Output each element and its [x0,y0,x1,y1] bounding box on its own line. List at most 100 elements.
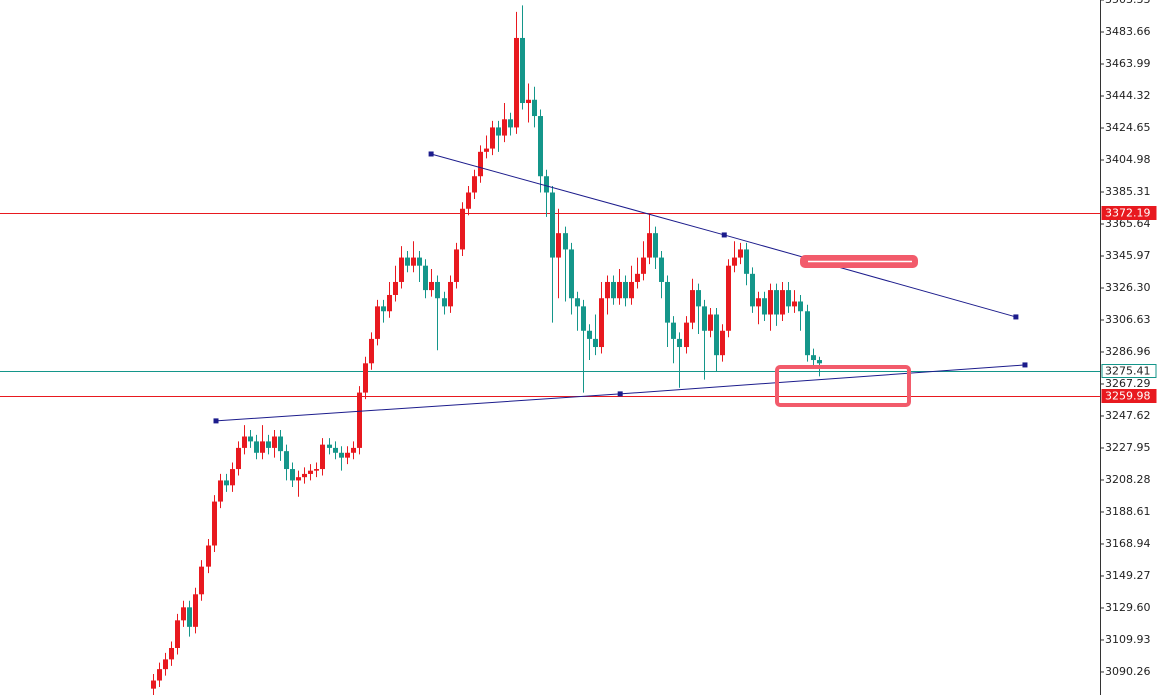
candle-body [193,594,198,627]
level-label-box [1101,206,1157,220]
trendline-anchor [1022,362,1028,368]
y-tick-label: 3267.29 [1105,377,1151,390]
candle-body [805,311,810,356]
y-tick-label: 3188.61 [1105,505,1151,518]
candle-body [175,620,180,648]
candle-body [490,127,495,149]
candle-body [671,322,676,339]
candle-body [314,469,319,471]
level-label: 3275.41 [1105,365,1151,378]
candle-body [405,257,410,266]
candle-body [478,151,483,177]
candle-body [423,265,428,291]
candle-body [514,37,519,128]
y-tick-label: 3306.63 [1105,313,1151,326]
candle-body [647,233,652,258]
candle-body [169,647,174,660]
candle-body [411,257,416,266]
candle-body [774,290,779,315]
trendline-anchor [617,391,623,397]
candle-body [466,192,471,209]
candle-body [798,301,803,312]
y-tick-label: 3109.93 [1105,633,1151,646]
candle-body [677,338,682,348]
candle-body [357,392,362,448]
candle-body [750,273,755,307]
candle-body [236,447,241,470]
candle-body [520,37,525,104]
candle-body [563,233,568,250]
trendline-anchor [428,151,434,157]
y-tick-label: 3247.62 [1105,409,1151,422]
candle-body [181,607,186,621]
candle-body [296,477,301,481]
candle-body [762,298,767,315]
candle-body [417,257,422,266]
y-tick-label: 3463.99 [1105,57,1151,70]
level-label-box [1101,389,1157,403]
candle-body [502,119,507,136]
candle-body [496,127,501,136]
candle-body [454,249,459,282]
candle-body [429,281,434,291]
y-tick-label: 3208.28 [1105,473,1151,486]
trendline-anchor [1013,314,1019,320]
candle-body [157,669,162,681]
candle-body [260,441,265,453]
candle-body [569,249,574,299]
level-label: 3372.19 [1105,207,1151,220]
y-tick-label: 3090.26 [1105,665,1151,678]
y-tick-label: 3149.27 [1105,569,1151,582]
y-tick-label: 3424.65 [1105,121,1151,134]
candle-body [629,281,634,299]
y-tick-label: 3227.95 [1105,441,1151,454]
candle-body [187,607,192,627]
candle-body [702,306,707,331]
candle-body [623,281,628,299]
candle-body [224,480,229,486]
candle-body [581,306,586,331]
y-tick-label: 3444.32 [1105,89,1151,102]
candle-body [460,208,465,250]
candle-body [653,233,658,258]
candle-body [206,545,211,567]
candle-body [393,281,398,295]
candle-body [786,290,791,307]
candle-body [659,257,664,282]
candle-body [587,330,592,339]
candle-body [532,99,537,117]
candle-body [151,680,156,689]
candle-body [399,257,404,282]
candle-body [472,176,477,193]
candle-body [435,281,440,299]
candle-body [508,119,513,128]
candle-body [756,298,761,307]
candle-body [363,363,368,393]
highlight-box [775,365,911,407]
candle-body [696,290,701,307]
candle-body [320,444,325,470]
candle-body [708,314,713,331]
candle-body [199,566,204,595]
candle-body [284,451,289,470]
y-tick-label: 3503.33 [1105,0,1151,6]
candle-body [375,306,380,339]
candle-body [690,290,695,323]
candle-body [768,290,773,315]
plot-area [0,5,1100,695]
candle-body [339,452,344,458]
candle-body [448,281,453,307]
candle-body [351,447,356,453]
candle-body [290,469,295,481]
candle-body [817,360,822,364]
candle-body [538,116,543,177]
candle-body [635,273,640,282]
candle-body [484,148,489,152]
level-label-box [1101,364,1157,378]
candle-body [605,281,610,299]
y-tick-label: 3168.94 [1105,537,1151,550]
candle-body [593,338,598,348]
candle-body [611,281,616,299]
candle-body [242,436,247,448]
